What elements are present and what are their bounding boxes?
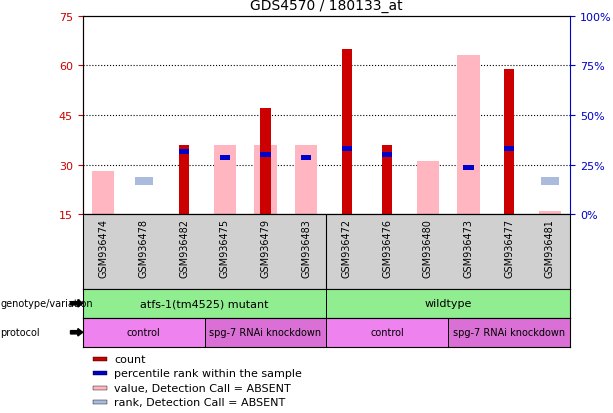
Bar — [134, 178, 153, 186]
Text: count: count — [115, 354, 146, 364]
Text: GSM936477: GSM936477 — [504, 218, 514, 278]
Text: spg-7 RNAi knockdown: spg-7 RNAi knockdown — [210, 328, 322, 337]
Text: GSM936481: GSM936481 — [545, 218, 555, 277]
Bar — [463, 166, 474, 171]
Text: value, Detection Call = ABSENT: value, Detection Call = ABSENT — [115, 383, 291, 393]
Text: GSM936474: GSM936474 — [98, 218, 108, 278]
Bar — [295, 145, 318, 215]
Bar — [83, 318, 205, 347]
Bar — [541, 178, 559, 186]
Bar — [205, 318, 326, 347]
Text: GSM936480: GSM936480 — [423, 218, 433, 277]
Bar — [326, 318, 448, 347]
Bar — [383, 153, 392, 158]
Text: GSM936479: GSM936479 — [261, 218, 270, 278]
Bar — [254, 145, 276, 215]
Bar — [457, 56, 480, 215]
Text: GSM936482: GSM936482 — [179, 218, 189, 278]
Bar — [92, 172, 114, 215]
Text: control: control — [370, 328, 404, 337]
Bar — [214, 145, 236, 215]
Bar — [83, 289, 326, 318]
Bar — [93, 401, 107, 404]
Bar — [93, 386, 107, 390]
Text: control: control — [127, 328, 161, 337]
Bar — [504, 69, 514, 215]
Bar — [93, 371, 107, 375]
Text: GSM936475: GSM936475 — [220, 218, 230, 278]
Text: GSM936476: GSM936476 — [383, 218, 392, 278]
Text: protocol: protocol — [1, 328, 40, 337]
Bar — [341, 146, 352, 151]
Text: GSM936472: GSM936472 — [341, 218, 352, 278]
Text: rank, Detection Call = ABSENT: rank, Detection Call = ABSENT — [115, 397, 286, 407]
Bar — [261, 153, 270, 158]
Bar — [220, 156, 230, 161]
Bar — [504, 146, 514, 151]
Bar — [326, 289, 570, 318]
Bar — [448, 318, 570, 347]
Text: spg-7 RNAi knockdown: spg-7 RNAi knockdown — [453, 328, 565, 337]
Text: genotype/variation: genotype/variation — [1, 299, 93, 309]
Bar — [301, 156, 311, 161]
Text: GSM936478: GSM936478 — [139, 218, 149, 278]
Bar — [93, 357, 107, 361]
Bar — [341, 50, 352, 215]
Bar — [179, 145, 189, 215]
Text: wildtype: wildtype — [425, 299, 472, 309]
Bar — [261, 109, 270, 215]
Bar — [417, 162, 439, 215]
Title: GDS4570 / 180133_at: GDS4570 / 180133_at — [250, 0, 403, 13]
Text: percentile rank within the sample: percentile rank within the sample — [115, 368, 302, 378]
Text: GSM936473: GSM936473 — [463, 218, 474, 278]
Bar — [539, 211, 561, 215]
Text: atfs-1(tm4525) mutant: atfs-1(tm4525) mutant — [140, 299, 269, 309]
Bar — [179, 150, 189, 154]
Bar — [383, 145, 392, 215]
Text: GSM936483: GSM936483 — [301, 218, 311, 277]
